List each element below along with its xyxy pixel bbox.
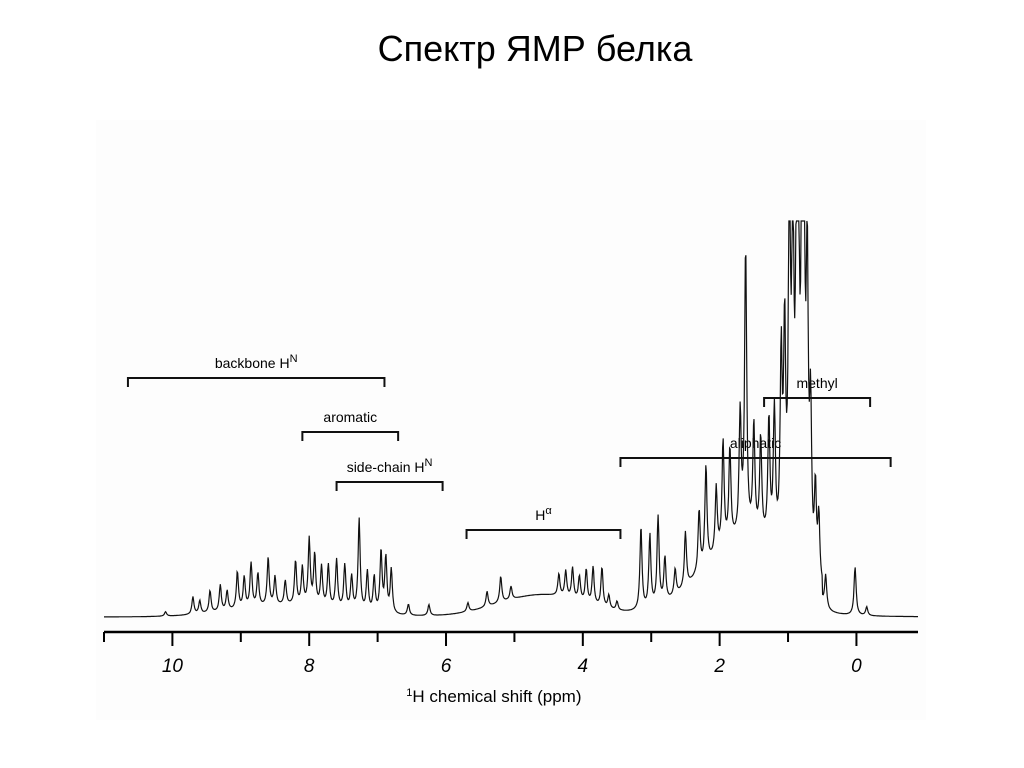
x-axis-label-superscript: 1 — [406, 687, 412, 699]
region-bracket-aromatic — [301, 431, 400, 441]
x-tick-label: 0 — [851, 656, 862, 677]
region-bracket-aliphatic — [619, 457, 892, 467]
region-bracket-h-alpha — [465, 529, 622, 539]
region-bracket-backbone — [126, 377, 386, 387]
x-tick-label: 4 — [578, 656, 589, 677]
x-axis-label-text: H chemical shift (ppm) — [412, 687, 581, 706]
region-bracket-side-chain — [335, 481, 444, 491]
x-axis-ticks: 10 8 6 4 2 0 — [103, 632, 862, 677]
region-label-side-chain: side-chain HN — [347, 457, 433, 475]
x-tick-label: 2 — [713, 656, 725, 677]
spectrum-trace — [104, 220, 918, 618]
x-tick-label: 10 — [162, 656, 184, 677]
slide-title: Спектр ЯМР белка — [377, 28, 693, 69]
nmr-spectrum-figure: backbone HN aromatic side-chain HN Hα alipha… — [96, 120, 926, 720]
region-label-aromatic: aromatic — [323, 409, 377, 425]
region-label-methyl: methyl — [796, 375, 837, 391]
x-tick-label: 6 — [441, 656, 452, 677]
region-label-backbone: backbone HN — [215, 353, 298, 371]
x-axis-label: 1H chemical shift (ppm) — [406, 687, 581, 706]
region-label-h-alpha: Hα — [535, 505, 552, 523]
region-bracket-methyl — [763, 397, 872, 407]
x-tick-label: 8 — [304, 656, 315, 677]
